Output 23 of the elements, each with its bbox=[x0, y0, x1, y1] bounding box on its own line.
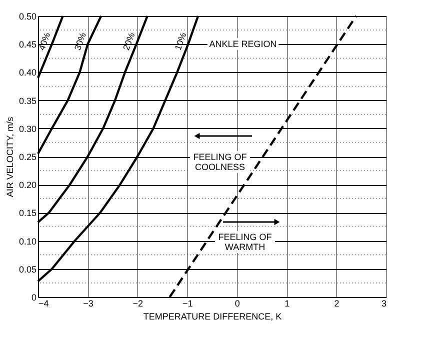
y-tick-label: 0.50 bbox=[18, 12, 36, 22]
annotation: FEELING OF COOLNESS bbox=[193, 152, 248, 172]
y-tick-label: 0.25 bbox=[18, 152, 36, 162]
y-axis-title: AIR VELOCITY, m/s bbox=[4, 116, 15, 198]
y-tick-label: 0.40 bbox=[18, 68, 36, 78]
x-tick-label: −2 bbox=[132, 298, 144, 308]
x-tick-label: 0 bbox=[234, 298, 240, 308]
annotation: ANKLE REGION bbox=[209, 39, 277, 49]
y-tick-label: 0.15 bbox=[18, 208, 36, 218]
x-tick-label: 2 bbox=[334, 298, 340, 308]
y-tick-label: 0.05 bbox=[18, 264, 36, 274]
x-tick-label: −3 bbox=[83, 298, 94, 308]
x-tick-label: −4 bbox=[38, 298, 49, 308]
x-axis-title: TEMPERATURE DIFFERENCE, K bbox=[143, 312, 282, 322]
x-tick-label: 3 bbox=[381, 298, 386, 308]
y-tick-label: 0.35 bbox=[18, 96, 36, 106]
y-tick-label: 0.10 bbox=[18, 236, 36, 246]
y-tick-label: 0.30 bbox=[18, 124, 36, 134]
annotation: FEELING OF WARMTH bbox=[218, 232, 272, 252]
y-tick-label: 0.45 bbox=[18, 40, 36, 50]
x-tick-label: −1 bbox=[182, 298, 193, 308]
x-tick-label: 1 bbox=[284, 298, 290, 308]
y-tick-label: 0.20 bbox=[18, 180, 36, 190]
